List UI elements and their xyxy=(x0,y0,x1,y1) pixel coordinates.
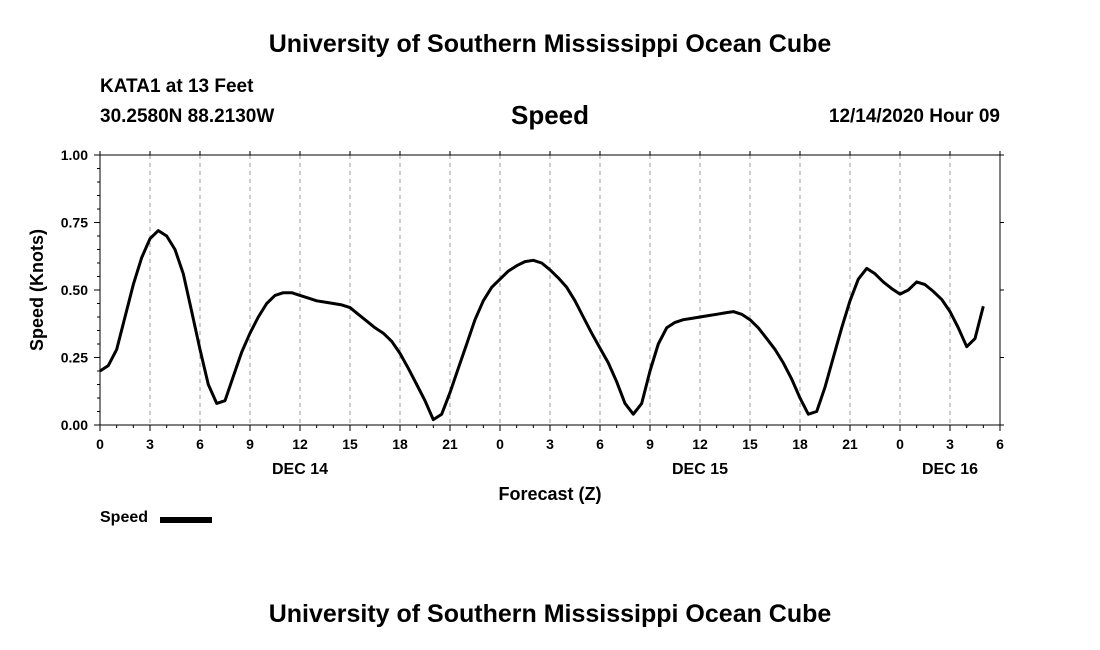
x-tick-label: 0 xyxy=(496,436,504,452)
station-label: KATA1 at 13 Feet xyxy=(100,76,254,97)
x-axis: 0 3 6 9 12 15 18 21 0 3 6 9 12 15 18 21 0 3 6 DEC 14 DEC 15 D… xyxy=(96,151,1004,478)
x-tick-label: 0 xyxy=(896,436,904,452)
x-tick-label: 18 xyxy=(792,436,808,452)
grid-lines xyxy=(149,155,951,425)
x-tick-label: 21 xyxy=(842,436,858,452)
x-tick-label: 9 xyxy=(246,436,254,452)
page-title-top: University of Southern Mississippi Ocean… xyxy=(268,30,832,58)
x-tick-label: 6 xyxy=(996,436,1004,452)
x-tick-label: 6 xyxy=(196,436,204,452)
x-tick-label: 18 xyxy=(392,436,408,452)
x-tick-label: 9 xyxy=(646,436,654,452)
date-label: DEC 16 xyxy=(922,461,978,478)
x-tick-label: 21 xyxy=(442,436,458,452)
x-tick-label: 15 xyxy=(342,436,358,452)
legend-label: Speed xyxy=(100,509,149,526)
date-label: DEC 15 xyxy=(672,461,728,478)
chart-title: Speed xyxy=(510,100,590,130)
y-tick-label: 0.50 xyxy=(61,282,88,298)
forecast-datetime: 12/14/2020 Hour 09 xyxy=(828,106,1000,127)
x-tick-label: 12 xyxy=(692,436,708,452)
speed-series-line xyxy=(99,229,985,422)
x-tick-label: 3 xyxy=(546,436,554,452)
x-tick-label: 6 xyxy=(596,436,604,452)
x-tick-label: 3 xyxy=(146,436,154,452)
x-tick-label: 15 xyxy=(742,436,758,452)
x-tick-label: 12 xyxy=(292,436,308,452)
x-tick-label: 0 xyxy=(96,436,104,452)
y-tick-label: 0.75 xyxy=(61,215,88,231)
y-tick-label: 1.00 xyxy=(61,147,88,163)
coordinates-label: 30.2580N 88.2130W xyxy=(100,106,275,127)
y-axis-label: Speed (Knots) xyxy=(27,229,47,351)
x-tick-label: 3 xyxy=(946,436,954,452)
y-tick-label: 0.00 xyxy=(61,417,88,433)
date-label: DEC 14 xyxy=(272,461,328,478)
page-title-bottom: University of Southern Mississippi Ocean… xyxy=(268,600,832,628)
y-tick-label: 0.25 xyxy=(61,350,88,366)
y-axis: 0.00 0.25 0.50 0.75 1.00 xyxy=(61,147,1004,433)
x-axis-label: Forecast (Z) xyxy=(498,484,601,504)
